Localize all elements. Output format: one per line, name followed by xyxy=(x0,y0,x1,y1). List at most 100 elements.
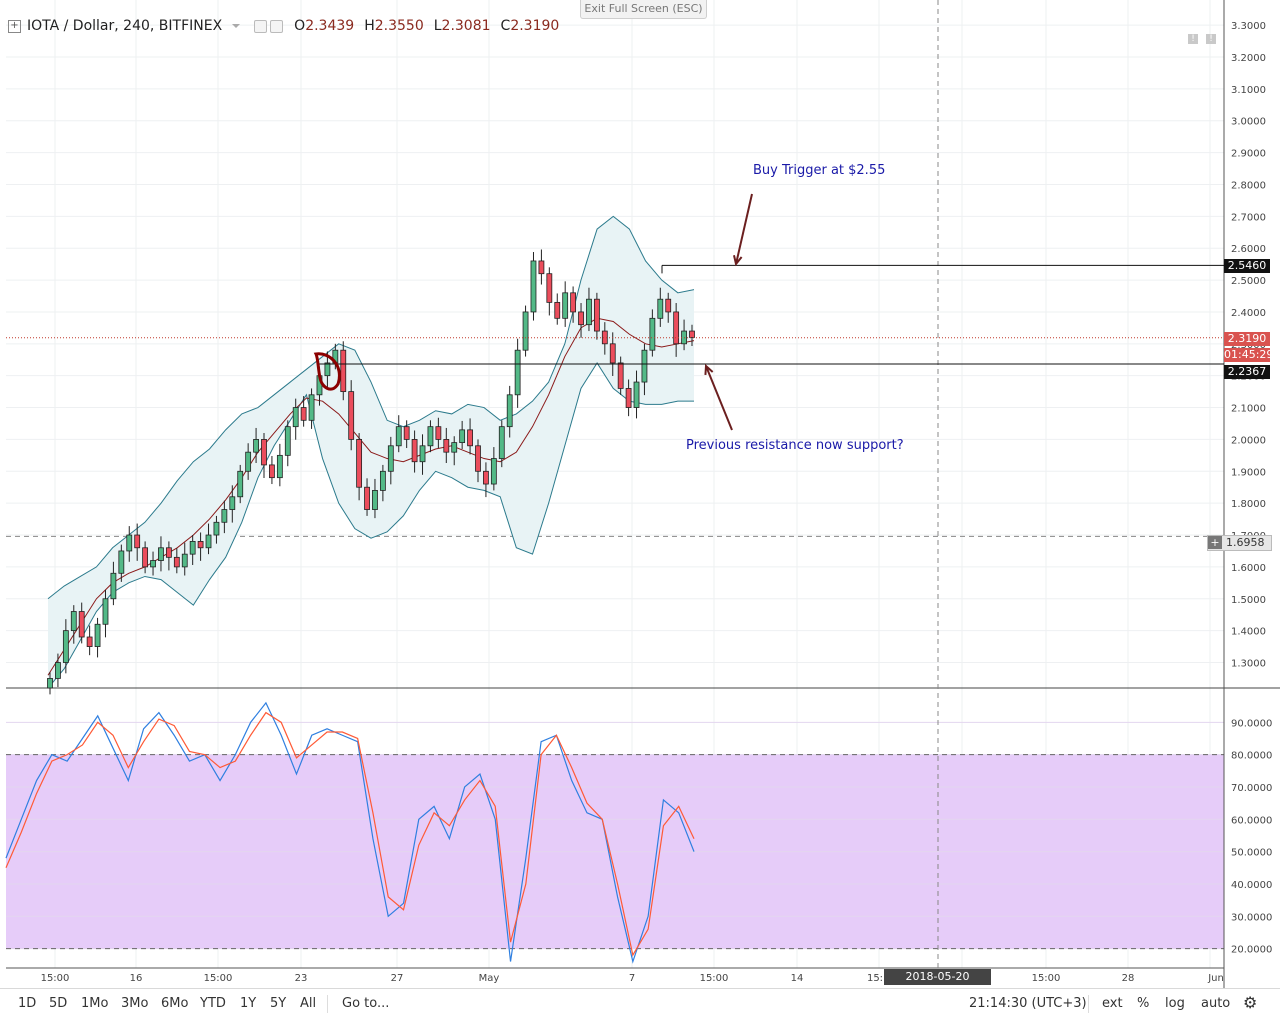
candle xyxy=(261,433,267,478)
ext-toggle[interactable]: ext xyxy=(1102,996,1123,1011)
stoch-axis-tick-label: 20.0000 xyxy=(1231,945,1272,956)
support-annotation[interactable]: Previous resistance now support? xyxy=(686,438,904,453)
candle xyxy=(237,464,244,504)
time-axis-tick-label: 28 xyxy=(1122,973,1135,984)
candle-body xyxy=(237,470,244,498)
candle xyxy=(324,351,331,389)
scroll-left-icon[interactable]: ! xyxy=(1188,34,1198,44)
price-axis-tick-label: 2.1000 xyxy=(1231,404,1266,415)
candle-body xyxy=(427,426,434,447)
range-ytd-button[interactable]: YTD xyxy=(200,996,226,1011)
candle xyxy=(189,535,196,565)
stoch-axis-tick-label: 40.0000 xyxy=(1231,880,1272,891)
gear-icon[interactable]: ⚙ xyxy=(1243,993,1258,1012)
time-axis-tick-label: May xyxy=(479,973,500,984)
range-1d-button[interactable]: 1D xyxy=(18,996,37,1011)
candle xyxy=(451,436,458,466)
candle xyxy=(586,287,592,332)
candle-body xyxy=(601,330,608,345)
stoch-k-line xyxy=(5,701,695,964)
candle-body xyxy=(86,636,93,647)
candle xyxy=(379,464,386,502)
time-axis-tick-label: 15:00 xyxy=(204,973,233,984)
candle xyxy=(94,617,101,658)
candle xyxy=(427,420,434,453)
candle-body xyxy=(134,534,141,549)
candle-body xyxy=(181,553,188,568)
candle-body xyxy=(150,560,156,568)
candle xyxy=(459,420,466,449)
range-1mo-button[interactable]: 1Mo xyxy=(81,996,109,1011)
collapse-icon[interactable]: + xyxy=(8,19,21,33)
goto-button[interactable]: Go to... xyxy=(342,996,390,1011)
candle-body xyxy=(554,301,561,319)
time-axis-tick-label: 16 xyxy=(130,973,143,984)
candle xyxy=(554,293,561,325)
candle-body xyxy=(70,611,77,632)
candle xyxy=(546,267,553,316)
price-axis-tick-label: 2.8000 xyxy=(1231,180,1266,191)
clock-readout[interactable]: 21:14:30 (UTC+3) xyxy=(969,996,1087,1011)
candle xyxy=(372,478,378,519)
price-axis-tick-label: 2.4000 xyxy=(1231,308,1266,319)
candle xyxy=(641,343,648,396)
bottom-toolbar: 1D 5D 1Mo 3Mo 6Mo YTD 1Y 5Y All Go to...… xyxy=(0,988,1280,1019)
ohlc-close: C2.3190 xyxy=(500,18,560,34)
buy-trigger-annotation[interactable]: Buy Trigger at $2.55 xyxy=(753,163,886,178)
buy-trigger-price-tag: 2.5460 xyxy=(1224,259,1270,273)
candle-body xyxy=(379,470,386,491)
candle xyxy=(110,561,117,606)
time-axis-tick-label: 15:00 xyxy=(700,973,729,984)
auto-toggle[interactable]: auto xyxy=(1201,996,1231,1011)
candle-body xyxy=(586,298,592,326)
candle xyxy=(348,380,355,451)
percent-toggle[interactable]: % xyxy=(1137,996,1150,1011)
symbol-legend: + IOTA / Dollar, 240, BITFINEX O2.3439 H… xyxy=(8,15,569,37)
candle xyxy=(490,447,497,491)
candle-body xyxy=(173,556,180,568)
exit-fullscreen-button[interactable]: Exit Full Screen (ESC) xyxy=(580,0,707,19)
candle-body xyxy=(324,362,331,377)
candle-body xyxy=(570,292,577,313)
candle-body xyxy=(245,451,252,472)
settings-small-icon[interactable] xyxy=(270,19,284,33)
range-5d-button[interactable]: 5D xyxy=(49,996,68,1011)
time-axis-tick-label: Jun xyxy=(1207,973,1224,984)
candle xyxy=(364,478,370,516)
candle-body xyxy=(395,426,402,447)
candle xyxy=(530,252,537,321)
range-3mo-button[interactable]: 3Mo xyxy=(121,996,149,1011)
chevron-down-icon[interactable] xyxy=(232,24,241,28)
visibility-icon[interactable] xyxy=(254,19,268,33)
log-toggle[interactable]: log xyxy=(1165,996,1185,1011)
candle xyxy=(435,417,442,449)
stoch-axis-tick-label: 90.0000 xyxy=(1231,718,1272,729)
candle-body xyxy=(649,317,656,351)
candle xyxy=(395,415,402,453)
candle-body xyxy=(593,298,600,332)
candle-body xyxy=(292,407,299,428)
candle-body xyxy=(300,407,307,421)
range-all-button[interactable]: All xyxy=(300,996,317,1011)
candle-body xyxy=(522,311,529,351)
candle-body xyxy=(546,273,553,303)
candle xyxy=(475,439,481,483)
range-6mo-button[interactable]: 6Mo xyxy=(161,996,189,1011)
symbol-title[interactable]: IOTA / Dollar, 240, BITFINEX xyxy=(27,18,223,34)
price-axis-tick-label: 1.5000 xyxy=(1231,595,1266,606)
price-axis-tick-label: 2.9000 xyxy=(1231,149,1266,160)
candle-body xyxy=(356,439,363,488)
candle-body xyxy=(538,260,545,275)
price-axis-tick-label: 2.6000 xyxy=(1231,244,1266,255)
add-icon[interactable]: + xyxy=(1208,536,1222,549)
scroll-right-icon[interactable]: ! xyxy=(1206,34,1216,44)
price-axis-tick-label: 1.4000 xyxy=(1231,627,1266,638)
candle-body xyxy=(665,298,672,313)
candle xyxy=(300,396,307,427)
range-5y-button[interactable]: 5Y xyxy=(270,996,287,1011)
crosshair-date-tag: 2018-05-20 03:00:00 xyxy=(884,969,991,999)
candle xyxy=(673,303,680,357)
range-1y-button[interactable]: 1Y xyxy=(240,996,257,1011)
stoch-axis-tick-label: 50.0000 xyxy=(1231,848,1272,859)
